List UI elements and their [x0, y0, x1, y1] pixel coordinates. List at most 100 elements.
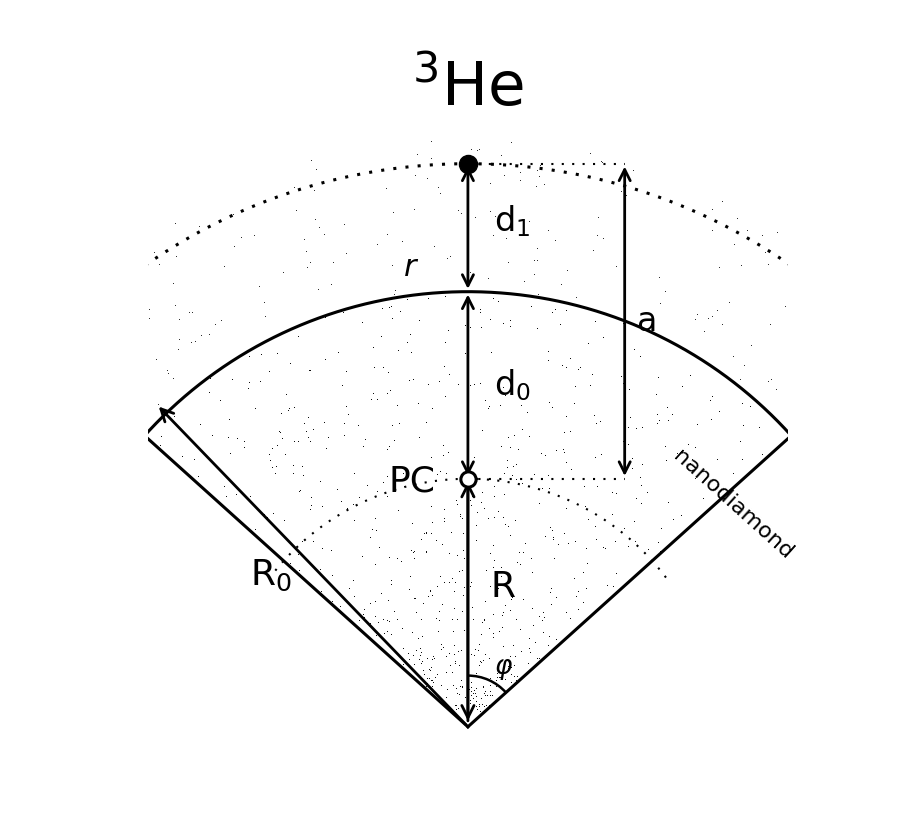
Point — [551, 538, 565, 551]
Point — [384, 258, 399, 272]
Point — [310, 283, 325, 296]
Point — [420, 292, 435, 305]
Point — [262, 365, 277, 378]
Point — [464, 457, 478, 470]
Point — [436, 438, 450, 451]
Point — [534, 447, 549, 460]
Point — [857, 485, 872, 499]
Point — [435, 637, 449, 651]
Point — [467, 683, 481, 696]
Point — [387, 288, 402, 301]
Point — [531, 609, 546, 622]
Point — [400, 336, 415, 349]
Point — [313, 584, 328, 597]
Point — [450, 378, 465, 391]
Point — [460, 634, 475, 647]
Point — [504, 668, 519, 681]
Point — [576, 565, 591, 578]
Point — [161, 366, 175, 380]
Point — [761, 258, 775, 271]
Point — [172, 332, 186, 346]
Point — [266, 506, 280, 519]
Point — [451, 204, 466, 217]
Point — [186, 452, 201, 465]
Point — [468, 694, 483, 707]
Point — [579, 557, 593, 570]
Point — [290, 329, 305, 342]
Point — [483, 671, 498, 684]
Point — [460, 699, 475, 712]
Point — [523, 646, 538, 659]
Point — [444, 525, 458, 538]
Point — [568, 379, 582, 392]
Point — [616, 435, 631, 448]
Point — [446, 584, 461, 597]
Point — [621, 539, 635, 553]
Point — [419, 546, 434, 559]
Point — [687, 440, 702, 454]
Point — [500, 460, 515, 474]
Point — [555, 358, 570, 371]
Point — [560, 263, 574, 277]
Point — [614, 184, 628, 198]
Point — [432, 604, 446, 617]
Point — [876, 442, 890, 455]
Point — [463, 379, 477, 392]
Point — [641, 543, 656, 556]
Point — [357, 602, 372, 616]
Point — [357, 611, 372, 624]
Point — [380, 625, 394, 638]
Point — [660, 495, 675, 509]
Point — [412, 314, 426, 327]
Point — [299, 244, 313, 258]
Point — [494, 148, 509, 161]
Point — [287, 180, 301, 194]
Point — [420, 377, 435, 391]
Point — [446, 602, 461, 615]
Point — [504, 135, 519, 149]
Point — [554, 278, 569, 291]
Point — [68, 515, 83, 529]
Point — [473, 656, 488, 669]
Point — [543, 585, 558, 598]
Point — [595, 232, 610, 245]
Point — [811, 396, 825, 409]
Point — [835, 413, 850, 426]
Point — [438, 691, 453, 704]
Point — [395, 622, 410, 635]
Point — [569, 589, 583, 602]
Point — [710, 453, 725, 466]
Point — [58, 507, 73, 520]
Point — [369, 628, 383, 642]
Point — [415, 597, 430, 610]
Point — [355, 316, 370, 329]
Point — [466, 612, 480, 626]
Point — [454, 206, 468, 219]
Point — [433, 187, 447, 200]
Point — [504, 593, 519, 606]
Point — [217, 479, 232, 493]
Point — [439, 666, 454, 679]
Point — [421, 671, 436, 685]
Point — [436, 575, 451, 588]
Point — [465, 489, 479, 503]
Point — [185, 306, 200, 319]
Point — [505, 590, 519, 603]
Point — [481, 511, 496, 524]
Point — [325, 594, 340, 607]
Point — [295, 459, 310, 472]
Point — [222, 446, 236, 460]
Point — [544, 597, 559, 611]
Point — [528, 636, 542, 649]
Point — [412, 652, 426, 666]
Point — [312, 220, 327, 234]
Point — [407, 203, 422, 216]
Point — [376, 360, 391, 373]
Point — [464, 647, 478, 661]
Point — [544, 524, 559, 537]
Point — [522, 642, 537, 655]
Point — [621, 420, 635, 433]
Point — [467, 210, 482, 224]
Point — [373, 586, 388, 599]
Point — [261, 448, 276, 461]
